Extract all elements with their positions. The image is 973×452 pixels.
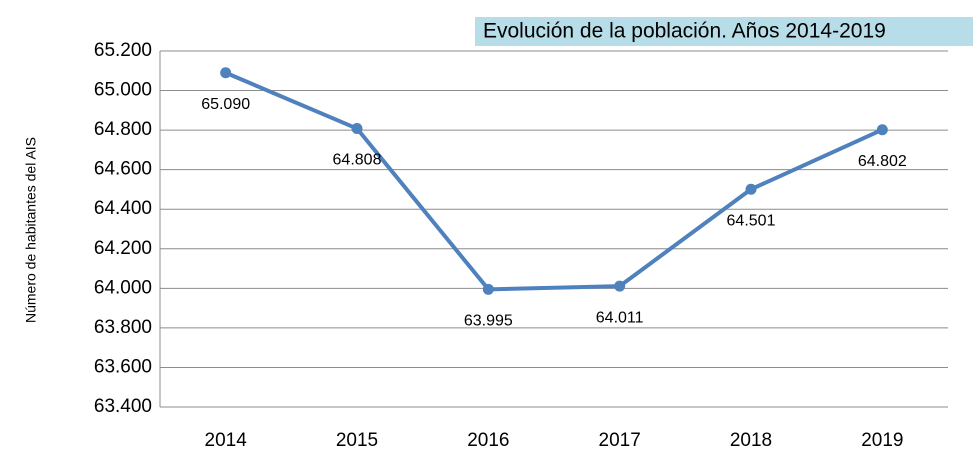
data-point: [876, 124, 888, 136]
y-axis-label: Número de habitantes del AIS: [23, 137, 39, 323]
y-tick-label: 65.200: [94, 40, 152, 61]
x-tick-label: 2014: [205, 430, 248, 451]
data-point: [351, 123, 363, 135]
data-label: 64.501: [727, 212, 776, 229]
x-tick-label: 2019: [861, 430, 903, 451]
y-tick-label: 64.600: [94, 159, 152, 180]
data-label: 64.802: [858, 153, 907, 170]
x-tick-label: 2015: [336, 430, 378, 451]
y-tick-label: 63.800: [94, 317, 152, 338]
x-tick-label: 2018: [730, 430, 772, 451]
x-tick-label: 2016: [467, 430, 509, 451]
y-tick-label: 64.200: [94, 238, 152, 259]
data-point: [482, 283, 494, 295]
title-box: [475, 17, 973, 46]
y-tick-label: 63.600: [94, 356, 152, 377]
series-line: [224, 70, 884, 292]
data-label: 63.995: [464, 313, 513, 330]
y-tick-label: 63.400: [94, 396, 152, 417]
y-tick-label: 64.800: [94, 119, 152, 140]
x-tick-label: 2017: [599, 430, 641, 451]
y-tick-label: 64.000: [94, 277, 152, 298]
chart-title: Evolución de la población. Años 2014-201…: [483, 20, 886, 43]
data-point: [614, 280, 626, 292]
y-tick-label: 65.000: [94, 80, 152, 101]
y-tick-label: 64.400: [94, 198, 152, 219]
data-label: 64.808: [333, 152, 382, 169]
data-point: [745, 183, 757, 195]
data-label: 65.090: [201, 96, 250, 113]
data-point: [220, 67, 232, 79]
data-label: 64.011: [596, 309, 644, 326]
